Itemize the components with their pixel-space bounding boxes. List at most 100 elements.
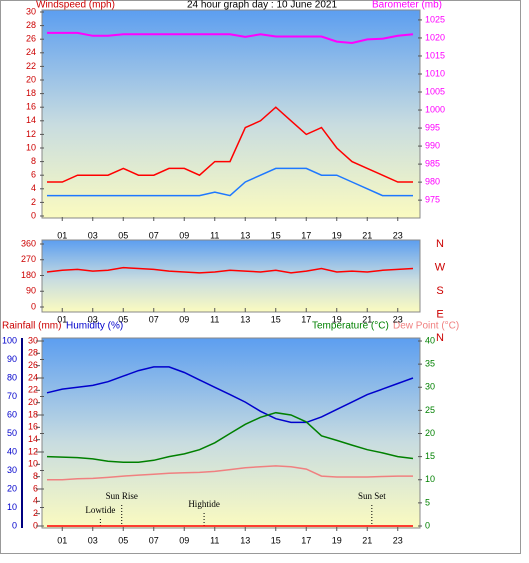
- y-tick-label: 40: [425, 335, 435, 345]
- x-tick-label: 09: [179, 314, 189, 324]
- y-tick-label: 15: [425, 451, 435, 461]
- y-tick-label: 1005: [425, 86, 445, 96]
- compass-label: W: [435, 261, 446, 273]
- y-tick-label: 28: [26, 20, 36, 30]
- y-tick-label: 14: [26, 115, 36, 125]
- x-tick-label: 03: [88, 230, 98, 240]
- series-line: [47, 465, 413, 481]
- y-tick-label: 1000: [425, 104, 445, 114]
- y-tick-label: 60: [7, 409, 17, 419]
- x-tick-label: 15: [271, 535, 281, 545]
- y-tick-label: 10: [7, 502, 17, 512]
- y-tick-label: 5: [425, 497, 430, 507]
- y-tick-label: 0: [33, 520, 38, 530]
- x-tick-label: 13: [240, 314, 250, 324]
- x-tick-label: 01: [57, 230, 67, 240]
- axis-title: Temperature (°C): [312, 321, 389, 332]
- x-tick-label: 19: [332, 314, 342, 324]
- x-tick-label: 05: [118, 535, 128, 545]
- y-tick-label: 0: [31, 301, 36, 311]
- y-tick-label: 80: [7, 372, 17, 382]
- y-tick-label: 26: [28, 360, 38, 370]
- y-tick-label: 975: [425, 195, 440, 205]
- y-tick-label: 360: [21, 238, 36, 248]
- x-tick-label: 03: [88, 314, 98, 324]
- y-tick-label: 4: [31, 183, 36, 193]
- axis-title: Barometer (mb): [372, 0, 442, 11]
- y-tick-label: 24: [28, 372, 38, 382]
- y-tick-label: 16: [28, 422, 38, 432]
- y-tick-label: 90: [26, 286, 36, 296]
- y-tick-label: 980: [425, 176, 440, 186]
- y-tick-label: 0: [12, 520, 17, 530]
- y-tick-label: 90: [7, 354, 17, 364]
- y-tick-label: 35: [425, 359, 435, 369]
- y-tick-label: 30: [7, 465, 17, 475]
- x-tick-label: 01: [57, 535, 67, 545]
- compass-label: E: [436, 308, 443, 320]
- x-tick-label: 07: [149, 535, 159, 545]
- x-tick-label: 03: [88, 535, 98, 545]
- y-tick-label: 1020: [425, 32, 445, 42]
- y-tick-label: 14: [28, 434, 38, 444]
- y-tick-label: 6: [33, 483, 38, 493]
- y-tick-label: 18: [28, 409, 38, 419]
- series-line: [47, 167, 413, 197]
- y-tick-label: 20: [7, 483, 17, 493]
- plot-area: [41, 9, 421, 219]
- y-tick-label: 30: [26, 6, 36, 16]
- x-tick-label: 21: [362, 230, 372, 240]
- x-tick-label: 23: [393, 230, 403, 240]
- y-tick-label: 8: [31, 156, 36, 166]
- y-tick-label: 50: [7, 428, 17, 438]
- annotation-label: Lowtide: [85, 505, 115, 515]
- x-tick-label: 07: [149, 230, 159, 240]
- x-tick-label: 21: [362, 535, 372, 545]
- series-line: [47, 106, 413, 183]
- y-tick-label: 20: [26, 74, 36, 84]
- y-tick-label: 995: [425, 122, 440, 132]
- x-tick-label: 13: [240, 535, 250, 545]
- annotation-label: Sun Set: [358, 491, 386, 501]
- y-tick-label: 1015: [425, 50, 445, 60]
- y-tick-label: 10: [26, 142, 36, 152]
- y-tick-label: 0: [31, 210, 36, 220]
- x-tick-label: 09: [179, 230, 189, 240]
- compass-label: N: [436, 238, 444, 250]
- y-tick-label: 6: [31, 170, 36, 180]
- x-tick-label: 17: [301, 230, 311, 240]
- series-line: [47, 31, 414, 45]
- x-tick-label: 19: [332, 535, 342, 545]
- y-tick-label: 4: [33, 496, 38, 506]
- y-tick-label: 2: [33, 508, 38, 518]
- x-tick-label: 13: [240, 230, 250, 240]
- y-tick-label: 40: [7, 446, 17, 456]
- y-tick-label: 22: [28, 385, 38, 395]
- x-tick-label: 15: [271, 314, 281, 324]
- y-tick-label: 70: [7, 391, 17, 401]
- y-tick-label: 22: [26, 61, 36, 71]
- y-tick-label: 990: [425, 140, 440, 150]
- axis-title: Dew Point (°C): [393, 321, 459, 332]
- y-tick-label: 12: [26, 129, 36, 139]
- x-tick-label: 15: [271, 230, 281, 240]
- x-tick-label: 11: [210, 535, 219, 545]
- y-tick-label: 30: [425, 382, 435, 392]
- series-line: [46, 366, 414, 424]
- x-tick-label: 05: [118, 314, 128, 324]
- x-tick-label: 17: [301, 535, 311, 545]
- axis-title: Windspeed (mph): [36, 0, 115, 11]
- y-tick-label: 100: [2, 335, 17, 345]
- y-tick-label: 30: [28, 335, 38, 345]
- y-tick-label: 0: [425, 520, 430, 530]
- y-tick-label: 20: [28, 397, 38, 407]
- y-tick-label: 1025: [425, 14, 445, 24]
- series-line: [46, 411, 414, 463]
- y-tick-label: 180: [21, 270, 36, 280]
- y-tick-label: 8: [33, 471, 38, 481]
- x-tick-label: 01: [57, 314, 67, 324]
- x-tick-label: 19: [332, 230, 342, 240]
- x-tick-label: 23: [393, 314, 403, 324]
- y-tick-label: 12: [28, 446, 38, 456]
- axis-title: Humidity (%): [66, 321, 123, 332]
